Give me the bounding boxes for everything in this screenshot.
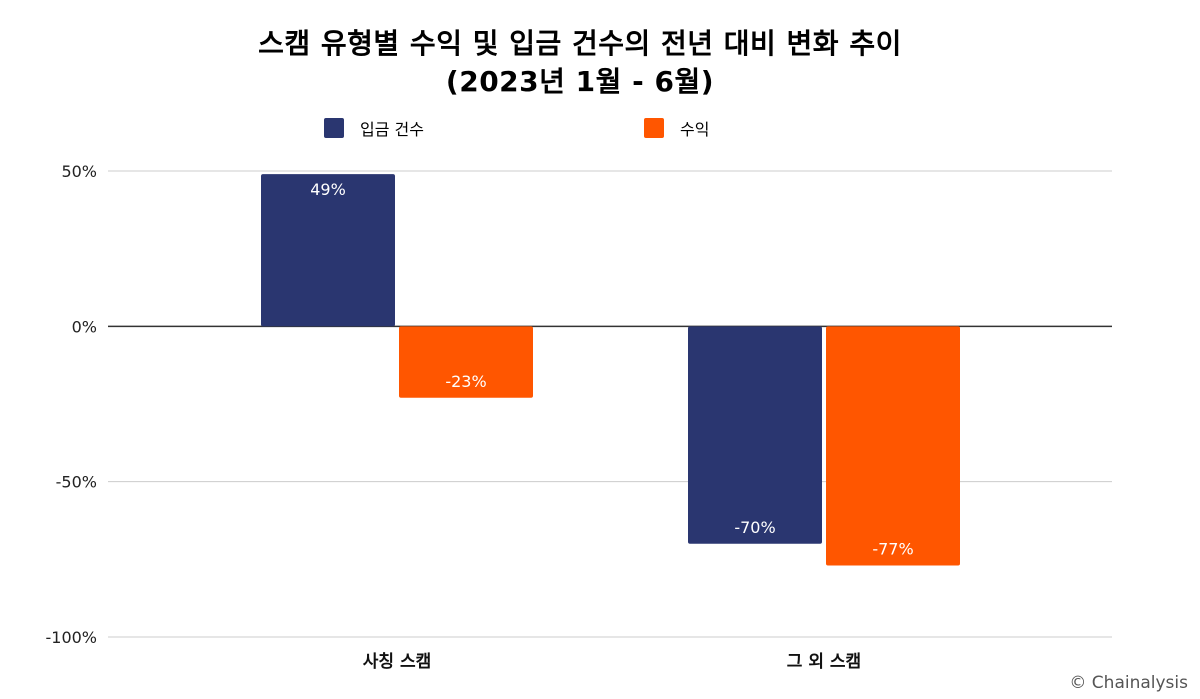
legend-swatch-deposits [324, 118, 344, 138]
data-label: -70% [734, 518, 775, 537]
bar [688, 326, 822, 544]
y-tick-label: 0% [72, 317, 97, 336]
y-tick-label: 50% [61, 162, 97, 181]
legend-item-revenue: 수익 [644, 116, 709, 140]
y-tick-label: -100% [45, 628, 97, 647]
x-tick-label: 사칭 스캠 [363, 652, 431, 672]
legend-label-revenue: 수익 [680, 120, 710, 139]
bar [399, 326, 533, 398]
legend-swatch-revenue [644, 118, 664, 138]
bar [261, 174, 395, 327]
bar [826, 326, 960, 566]
chart-subtitle: (2023년 1월 - 6월) [445, 65, 715, 98]
data-label: 49% [310, 180, 346, 199]
chart-title: 스캠 유형별 수익 및 입금 건수의 전년 대비 변화 추이 [258, 27, 902, 60]
chainalysis-credit: © Chainalysis [1069, 673, 1188, 693]
data-label: -23% [445, 372, 486, 391]
legend-label-deposits: 입금 건수 [360, 120, 424, 139]
x-tick-label: 그 외 스캠 [787, 652, 861, 672]
legend-item-deposits: 입금 건수 [324, 116, 424, 140]
data-label: -77% [872, 540, 913, 559]
y-tick-label: -50% [56, 473, 97, 492]
